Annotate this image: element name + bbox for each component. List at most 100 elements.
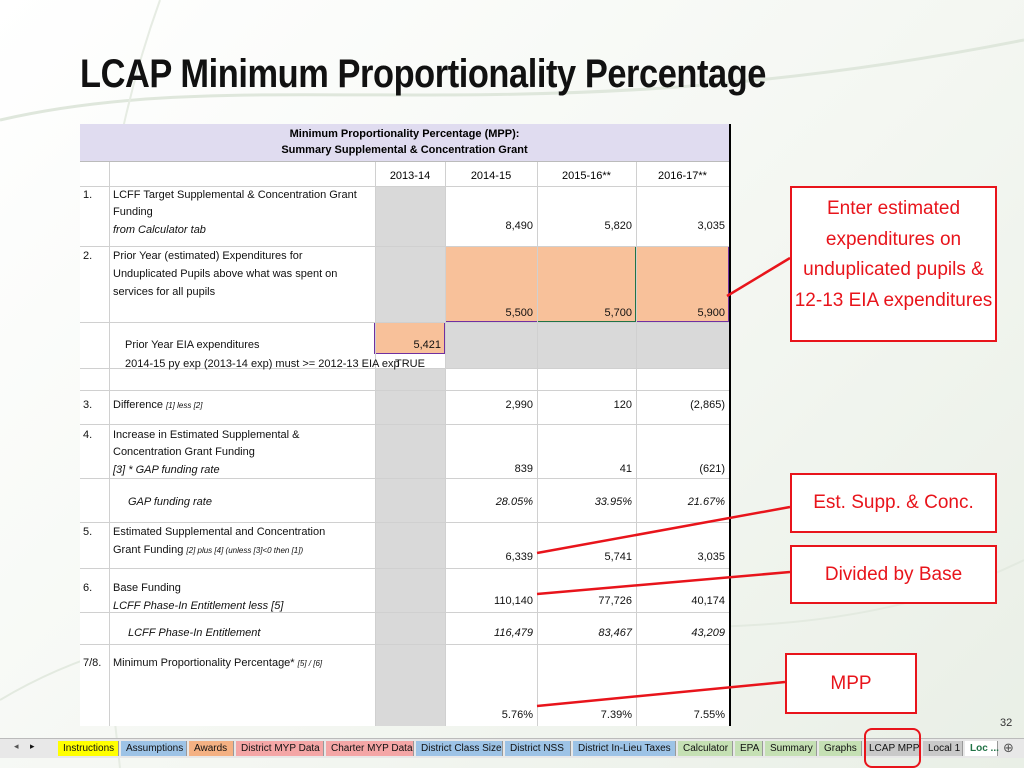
cell-value[interactable]: (621): [699, 463, 725, 475]
row-label: LCFF Phase-In Entitlement: [128, 627, 261, 639]
cell-value[interactable]: 839: [514, 463, 533, 475]
cell-value[interactable]: 21.67%: [687, 496, 725, 508]
locked-cell: [375, 186, 445, 322]
grid-line: [80, 368, 729, 369]
cell-value[interactable]: 33.95%: [594, 496, 632, 508]
cell-value[interactable]: 40,174: [691, 595, 725, 607]
row-label-text: Difference: [113, 399, 163, 411]
cell-value[interactable]: 28.05%: [495, 496, 533, 508]
row-number: 2.: [83, 250, 93, 262]
grid-line: [80, 246, 729, 247]
grid-line: [537, 162, 538, 726]
input-value[interactable]: 5,700: [604, 307, 632, 319]
row-label: Prior Year EIA expenditures: [125, 339, 260, 351]
highlight-circle: [864, 728, 921, 768]
input-value[interactable]: 5,421: [413, 339, 441, 351]
callout-est-supp-conc: Est. Supp. & Conc.: [790, 473, 997, 533]
row-label: Base Funding: [113, 582, 181, 594]
sheet-header: Minimum Proportionality Percentage (MPP)…: [80, 124, 729, 162]
tab-graphs[interactable]: Graphs: [819, 741, 862, 756]
row-number: 7/8.: [83, 657, 102, 669]
input-cell-eia[interactable]: [374, 322, 445, 354]
row-note: LCFF Phase-In Entitlement less [5]: [113, 600, 284, 612]
cell-value[interactable]: 5,820: [604, 220, 632, 232]
grid-line: [80, 644, 729, 645]
row-label: Increase in Estimated Supplemental &: [113, 429, 300, 441]
input-range-expenditures[interactable]: [445, 246, 729, 322]
tab-district-myp-data[interactable]: District MYP Data: [236, 741, 324, 756]
row-note: [5] / [6]: [297, 659, 323, 668]
grid-line: [80, 390, 729, 391]
grid-line: [80, 478, 729, 479]
cell-value[interactable]: 120: [613, 399, 632, 411]
row-note: 2014-15 py exp (2013-14 exp) must >= 201…: [125, 358, 400, 370]
sheet-header-line2: Summary Supplemental & Concentration Gra…: [281, 144, 528, 156]
tab-calculator[interactable]: Calculator: [678, 741, 733, 756]
cell-value[interactable]: 41: [619, 463, 632, 475]
row-label: services for all pupils: [113, 286, 216, 298]
cell-value[interactable]: 5,741: [604, 551, 632, 563]
connector-line: [726, 256, 791, 298]
cell-value[interactable]: 110,140: [494, 595, 533, 607]
tab-district-nss[interactable]: District NSS: [505, 741, 571, 756]
cell-value[interactable]: 7.55%: [693, 709, 725, 721]
col-header-2014-15: 2014-15: [470, 170, 512, 182]
row-note: [1] less [2]: [166, 401, 203, 410]
cell-value[interactable]: 77,726: [598, 595, 632, 607]
input-value[interactable]: 5,500: [505, 307, 533, 319]
slide-title: LCAP Minimum Proportionality Percentage: [80, 52, 766, 96]
tab-district-class-size[interactable]: District Class Size: [416, 741, 503, 756]
spreadsheet: Minimum Proportionality Percentage (MPP)…: [80, 124, 731, 726]
tab-epa[interactable]: EPA: [735, 741, 763, 756]
row-number: 3.: [83, 399, 93, 411]
cell-value[interactable]: 3,035: [697, 551, 725, 563]
row-number: 5.: [83, 526, 93, 538]
tab-charter-myp-data[interactable]: Charter MYP Data: [326, 741, 414, 756]
cell-value[interactable]: 8,490: [505, 220, 533, 232]
col-header-2016-17: 2016-17**: [658, 170, 707, 182]
add-sheet-icon[interactable]: ⊕: [1003, 740, 1014, 755]
callout-mpp: MPP: [785, 653, 917, 714]
row-label: LCFF Target Supplemental & Concentration…: [113, 189, 357, 201]
cell-value[interactable]: 7.39%: [600, 709, 632, 721]
grid-line: [636, 162, 637, 726]
cell-value[interactable]: 116,479: [494, 627, 533, 639]
cell-value[interactable]: 5.76%: [501, 709, 533, 721]
cell-value[interactable]: 2,990: [505, 399, 533, 411]
tab-awards[interactable]: Awards: [189, 741, 234, 756]
tab-district-in-lieu-taxes[interactable]: District In-Lieu Taxes: [573, 741, 676, 756]
grid-line: [80, 424, 729, 425]
row-label: GAP funding rate: [128, 496, 212, 508]
grid-line: [109, 162, 110, 726]
row-label: Grant Funding [2] plus [4] (unless [3]<0…: [113, 543, 303, 558]
grid-line: [80, 612, 729, 613]
tab-summary[interactable]: Summary: [765, 741, 817, 756]
grid-line: [445, 162, 446, 726]
row-note: [2] plus [4] (unless [3]<0 then [1]): [186, 546, 304, 555]
next-sheet-icon[interactable]: ▸: [30, 741, 35, 751]
input-value[interactable]: 5,900: [697, 307, 725, 319]
tab-instructions[interactable]: Instructions: [58, 741, 119, 756]
callout-divided-by-base: Divided by Base: [790, 545, 997, 604]
locked-cell: [445, 322, 729, 368]
row-label: Unduplicated Pupils above what was spent…: [113, 268, 338, 280]
tab-local-1[interactable]: Local 1: [923, 741, 963, 756]
callout-enter-expenditures: Enter estimated expenditures on unduplic…: [790, 186, 997, 342]
prev-sheet-icon[interactable]: ◂: [14, 741, 19, 751]
cell-value[interactable]: 6,339: [505, 551, 533, 563]
row-label: Minimum Proportionality Percentage* [5] …: [113, 656, 322, 671]
locked-cell: [375, 368, 445, 726]
cell-value[interactable]: 3,035: [697, 220, 725, 232]
grid-line: [80, 568, 729, 569]
col-header-2013-14: 2013-14: [389, 170, 431, 182]
tab-assumptions[interactable]: Assumptions: [121, 741, 187, 756]
sheet-header-line1: Minimum Proportionality Percentage (MPP)…: [289, 128, 520, 140]
row-label: Concentration Grant Funding: [113, 446, 255, 458]
cell-value[interactable]: 43,209: [691, 627, 725, 639]
row-number: 4.: [83, 429, 93, 441]
tab-local-more[interactable]: Loc ...: [965, 741, 999, 756]
row-number: 6.: [83, 582, 93, 594]
row-label: Prior Year (estimated) Expenditures for: [113, 250, 303, 262]
cell-value[interactable]: 83,467: [598, 627, 632, 639]
cell-value[interactable]: (2,865): [690, 399, 725, 411]
